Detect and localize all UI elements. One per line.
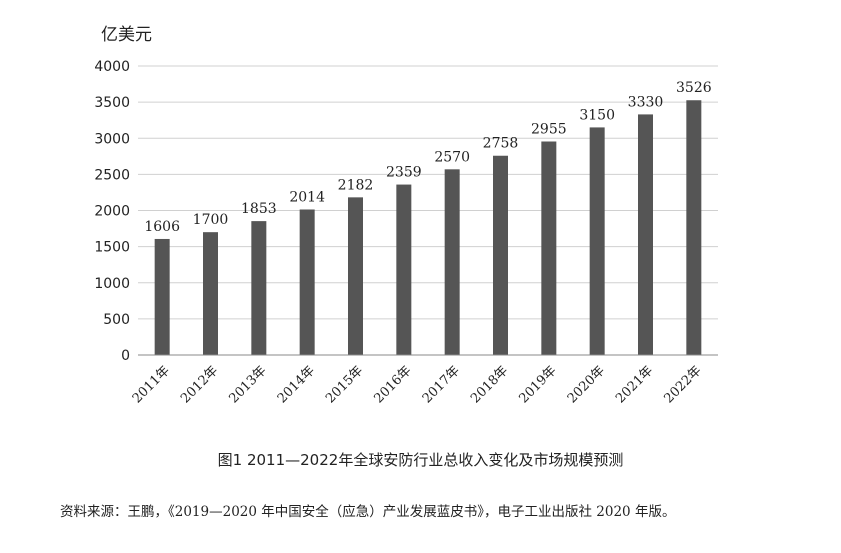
y-tick-label: 2500 xyxy=(94,167,130,183)
bar xyxy=(154,238,170,355)
bar-value-label: 2014 xyxy=(289,189,325,205)
x-tick-label: 2017年 xyxy=(420,363,463,406)
bar xyxy=(251,221,267,355)
y-tick-label: 2000 xyxy=(94,204,130,220)
x-tick-label: 2020年 xyxy=(565,363,608,406)
x-tick-label: 2013年 xyxy=(226,363,269,406)
bar-value-label: 1853 xyxy=(241,201,277,217)
bar-value-label: 2570 xyxy=(434,149,470,165)
bar-value-label: 2758 xyxy=(483,136,519,152)
figure-caption: 图1 2011—2022年全球安防行业总收入变化及市场规模预测 xyxy=(217,451,624,469)
x-tick-label: 2021年 xyxy=(613,363,656,406)
bar-value-label: 3330 xyxy=(628,94,664,110)
y-tick-label: 0 xyxy=(121,348,130,364)
bar-value-label: 3150 xyxy=(579,107,615,123)
bar xyxy=(493,155,508,355)
bar xyxy=(686,100,702,356)
bar xyxy=(299,209,315,355)
bar xyxy=(541,141,557,355)
bar-value-label: 2955 xyxy=(531,122,567,138)
bar xyxy=(348,197,363,355)
x-tick-label: 2022年 xyxy=(661,363,704,406)
bar xyxy=(589,127,605,355)
bar xyxy=(444,169,460,355)
bar xyxy=(203,232,218,355)
x-tick-label: 2016年 xyxy=(371,363,414,406)
x-tick-label: 2011年 xyxy=(130,363,173,406)
bar xyxy=(638,114,653,355)
source-note: 资料来源：王鹏，《2019—2020 年中国安全（应急）产业发展蓝皮书》，电子工… xyxy=(60,504,676,520)
y-axis-unit-label: 亿美元 xyxy=(101,25,152,45)
y-tick-label: 500 xyxy=(103,312,130,328)
bar-value-label: 2359 xyxy=(386,165,422,181)
x-tick-label: 2014年 xyxy=(275,363,318,406)
y-tick-label: 1500 xyxy=(94,240,130,256)
y-tick-label: 3500 xyxy=(94,95,130,111)
bar xyxy=(396,184,412,355)
x-tick-label: 2015年 xyxy=(323,363,366,406)
bar-value-label: 1700 xyxy=(193,212,229,228)
bar-chart: 0 500 1000 1500 2000 2500 3000 3500 4000 1606 2011… xyxy=(94,59,718,406)
bar-value-label: 2182 xyxy=(338,177,374,193)
x-tick-label: 2019年 xyxy=(516,363,559,406)
x-tick-label: 2018年 xyxy=(468,363,511,406)
y-tick-label: 3000 xyxy=(94,131,130,147)
bar-value-label: 1606 xyxy=(144,219,180,235)
x-tick-label: 2012年 xyxy=(178,363,221,406)
y-tick-label: 1000 xyxy=(94,276,130,292)
y-tick-label: 4000 xyxy=(94,59,130,75)
bar-value-label: 3526 xyxy=(676,80,712,96)
